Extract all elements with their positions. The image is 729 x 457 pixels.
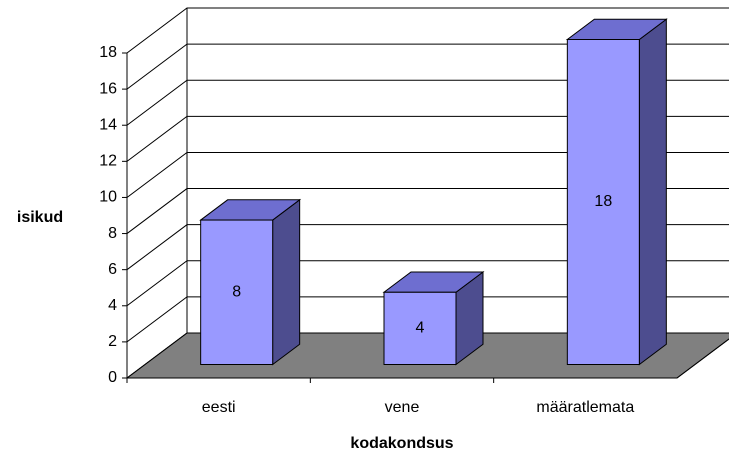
data-label: 4 (416, 320, 425, 337)
grid-line (126, 224, 729, 271)
x-axis-label: kodakondsus (350, 435, 453, 452)
y-tick-label: 12 (99, 153, 117, 170)
grid-line (126, 43, 729, 90)
bar-side (272, 198, 301, 366)
y-tick-label: 10 (99, 189, 117, 206)
y-tick-label: 4 (108, 297, 117, 314)
bar (200, 219, 274, 365)
x-tick-label: vene (385, 399, 420, 416)
y-axis-label: isikud (17, 209, 63, 226)
grid-line (126, 115, 729, 162)
x-axis-right (676, 338, 729, 379)
data-label: 18 (594, 193, 612, 210)
grid-line (126, 188, 729, 234)
grid-line (126, 260, 729, 307)
grid-line (126, 7, 729, 54)
y-tick-label: 14 (99, 116, 117, 133)
y-tick-label: 6 (108, 261, 117, 278)
grid-line (126, 332, 729, 379)
y-tick-label: 16 (99, 80, 117, 97)
x-tick-label: määratlemata (536, 399, 634, 416)
data-label: 8 (232, 283, 241, 300)
bar (383, 291, 457, 365)
y-tick-label: 18 (99, 44, 117, 61)
bar-side (638, 18, 667, 366)
y-tick-label: 0 (108, 369, 117, 386)
grid-line (126, 79, 729, 126)
bar (566, 39, 640, 365)
y-tick-label: 8 (108, 225, 117, 242)
y-tick-label: 2 (108, 333, 117, 350)
grid-line (126, 296, 729, 343)
grid-line (126, 151, 729, 198)
x-tick-label: eesti (202, 399, 236, 416)
